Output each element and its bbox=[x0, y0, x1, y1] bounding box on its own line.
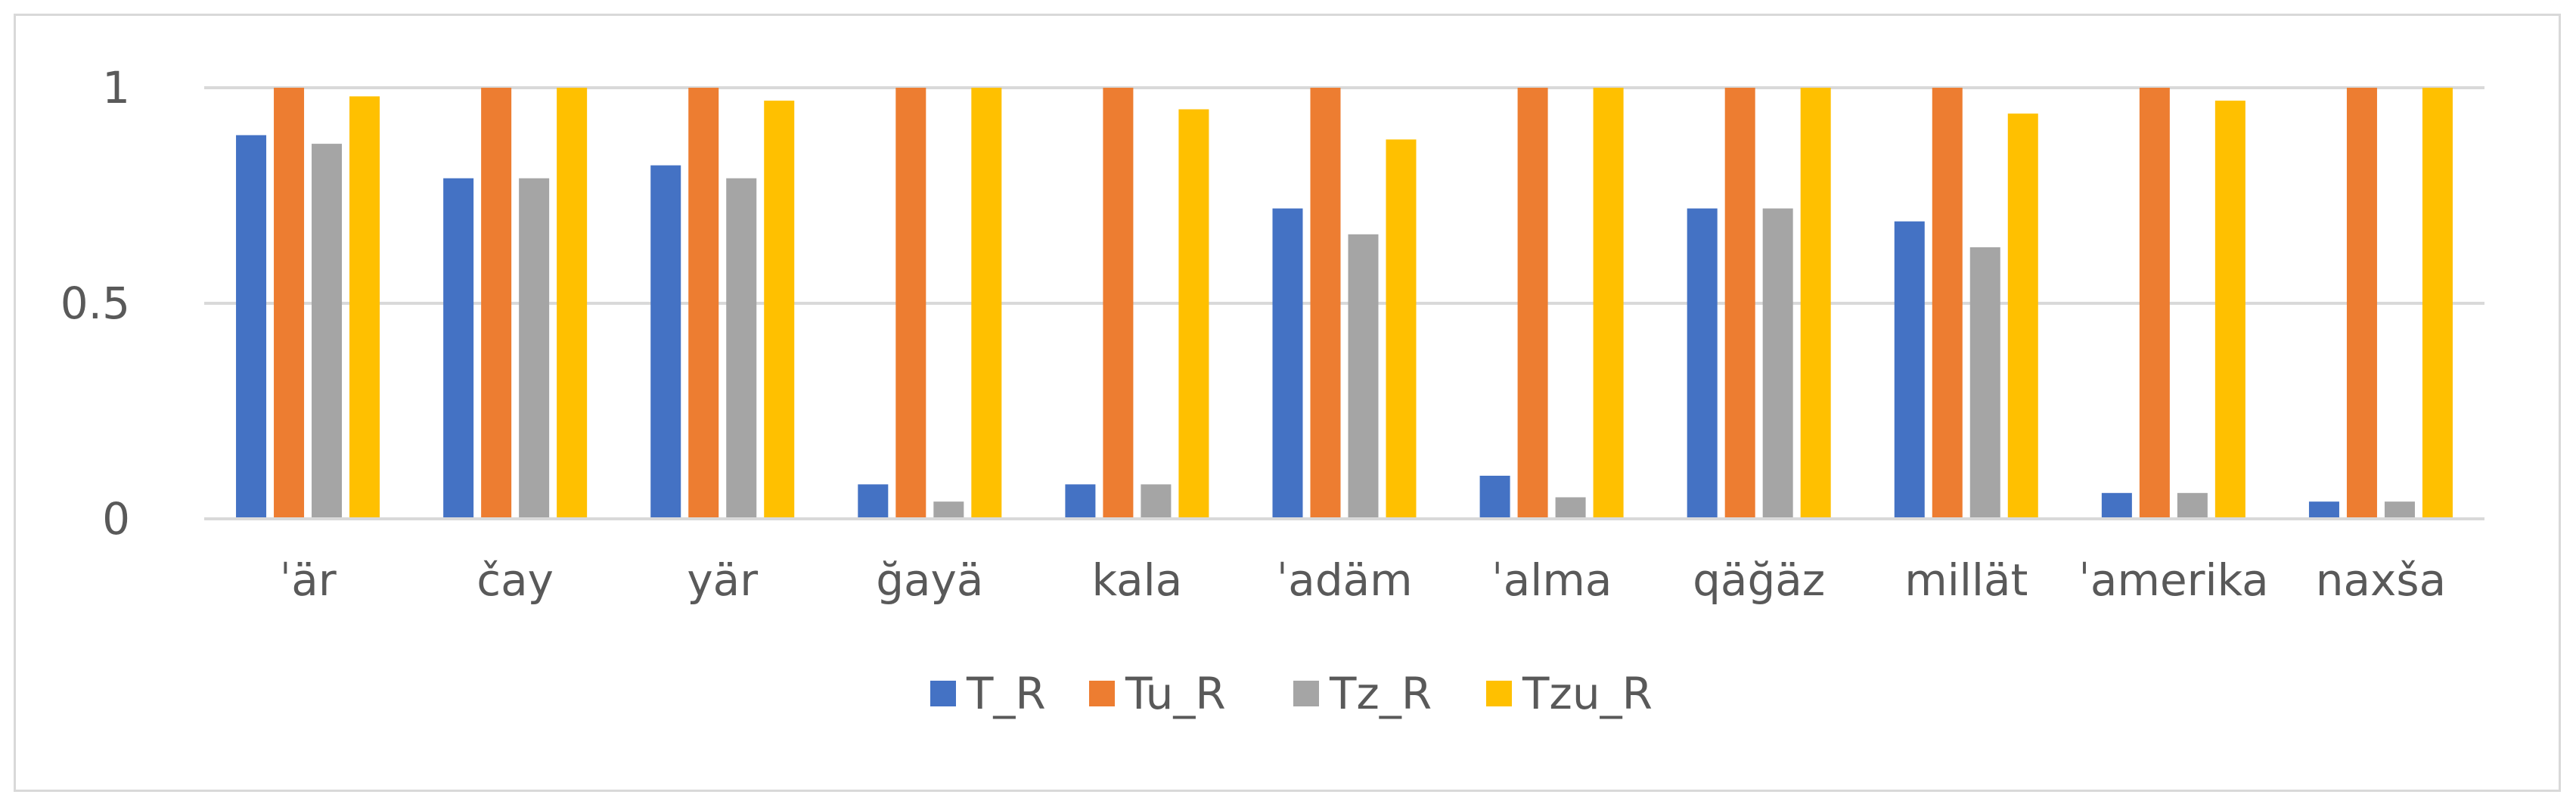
legend-swatch-Tu_R bbox=[1089, 681, 1115, 706]
category-label: kala bbox=[1092, 554, 1183, 606]
bar-Tu_R-4 bbox=[1103, 88, 1134, 519]
bar-Tz_R-1 bbox=[519, 178, 550, 519]
bar-Tu_R-9 bbox=[2139, 88, 2170, 519]
y-tick-label: 0.5 bbox=[61, 278, 130, 329]
category-label: ğayä bbox=[876, 554, 983, 606]
bar-Tz_R-6 bbox=[1555, 497, 1586, 519]
legend-swatch-Tzu_R bbox=[1486, 681, 1512, 706]
y-tick-label: 1 bbox=[102, 62, 130, 113]
bar-T_R-10 bbox=[2308, 501, 2339, 519]
bar-Tu_R-5 bbox=[1310, 88, 1341, 519]
legend-swatch-T_R bbox=[930, 681, 956, 706]
bar-Tu_R-7 bbox=[1724, 88, 1755, 519]
category-label: qäğäz bbox=[1693, 554, 1825, 606]
legend-label: T_R bbox=[966, 668, 1046, 719]
bar-Tz_R-8 bbox=[1969, 247, 2000, 519]
bars bbox=[236, 88, 2453, 520]
bar-T_R-5 bbox=[1272, 208, 1303, 519]
y-tick-label: 0 bbox=[102, 493, 130, 545]
legend-swatch-Tz_R bbox=[1293, 681, 1319, 706]
category-label: millät bbox=[1904, 554, 2028, 606]
bar-T_R-9 bbox=[2101, 492, 2132, 519]
bar-Tz_R-9 bbox=[2177, 492, 2208, 519]
y-axis-ticks: 00.51 bbox=[61, 62, 130, 545]
bar-T_R-3 bbox=[858, 484, 889, 519]
bar-Tz_R-10 bbox=[2384, 501, 2415, 519]
bar-T_R-1 bbox=[443, 178, 474, 519]
legend: T_R Tu_R Tz_R Tzu_R bbox=[930, 668, 1653, 719]
bar-Tz_R-4 bbox=[1141, 484, 1172, 519]
bar-Tzu_R-0 bbox=[349, 96, 380, 519]
bar-T_R-6 bbox=[1479, 476, 1510, 519]
bar-Tzu_R-6 bbox=[1593, 88, 1624, 519]
bar-Tzu_R-10 bbox=[2422, 88, 2453, 519]
bar-Tz_R-3 bbox=[933, 501, 964, 519]
bar-T_R-4 bbox=[1065, 484, 1096, 519]
bar-T_R-0 bbox=[236, 135, 267, 519]
bar-Tu_R-0 bbox=[274, 88, 305, 519]
bar-Tzu_R-8 bbox=[2007, 113, 2038, 519]
bar-T_R-7 bbox=[1687, 208, 1718, 519]
bar-Tu_R-3 bbox=[895, 88, 926, 519]
category-label: ˈär bbox=[279, 554, 336, 606]
bar-Tu_R-1 bbox=[481, 88, 512, 519]
bar-Tz_R-2 bbox=[726, 178, 757, 519]
legend-label: Tz_R bbox=[1329, 668, 1432, 719]
category-label: ˈalma bbox=[1491, 554, 1612, 606]
bar-Tz_R-5 bbox=[1348, 234, 1379, 519]
category-label: naxša bbox=[2316, 554, 2446, 606]
bar-Tu_R-6 bbox=[1517, 88, 1548, 519]
category-label: ˈadäm bbox=[1276, 554, 1412, 606]
x-axis-labels: ˈär čay yär ğayä kala ˈadäm ˈalma qäğäz millät ˈa… bbox=[279, 554, 2446, 606]
bar-Tzu_R-2 bbox=[764, 101, 795, 520]
bar-Tzu_R-5 bbox=[1386, 139, 1417, 519]
category-label: yär bbox=[687, 554, 758, 606]
category-label: čay bbox=[476, 554, 554, 606]
bar-T_R-8 bbox=[1894, 221, 1925, 519]
bar-Tz_R-0 bbox=[312, 144, 343, 519]
bar-Tu_R-2 bbox=[688, 88, 719, 519]
category-label: ˈamerika bbox=[2078, 554, 2269, 606]
bar-Tzu_R-9 bbox=[2214, 101, 2245, 520]
bar-Tz_R-7 bbox=[1762, 208, 1793, 519]
bar-Tzu_R-4 bbox=[1178, 109, 1209, 519]
legend-label: Tu_R bbox=[1125, 668, 1226, 719]
bar-Tu_R-10 bbox=[2346, 88, 2377, 519]
bar-Tzu_R-3 bbox=[971, 88, 1002, 519]
bar-Tzu_R-1 bbox=[557, 88, 588, 519]
bar-Tzu_R-7 bbox=[1800, 88, 1831, 519]
legend-label: Tzu_R bbox=[1522, 668, 1653, 719]
bar-T_R-2 bbox=[650, 165, 681, 519]
bar-Tu_R-8 bbox=[1932, 88, 1963, 519]
